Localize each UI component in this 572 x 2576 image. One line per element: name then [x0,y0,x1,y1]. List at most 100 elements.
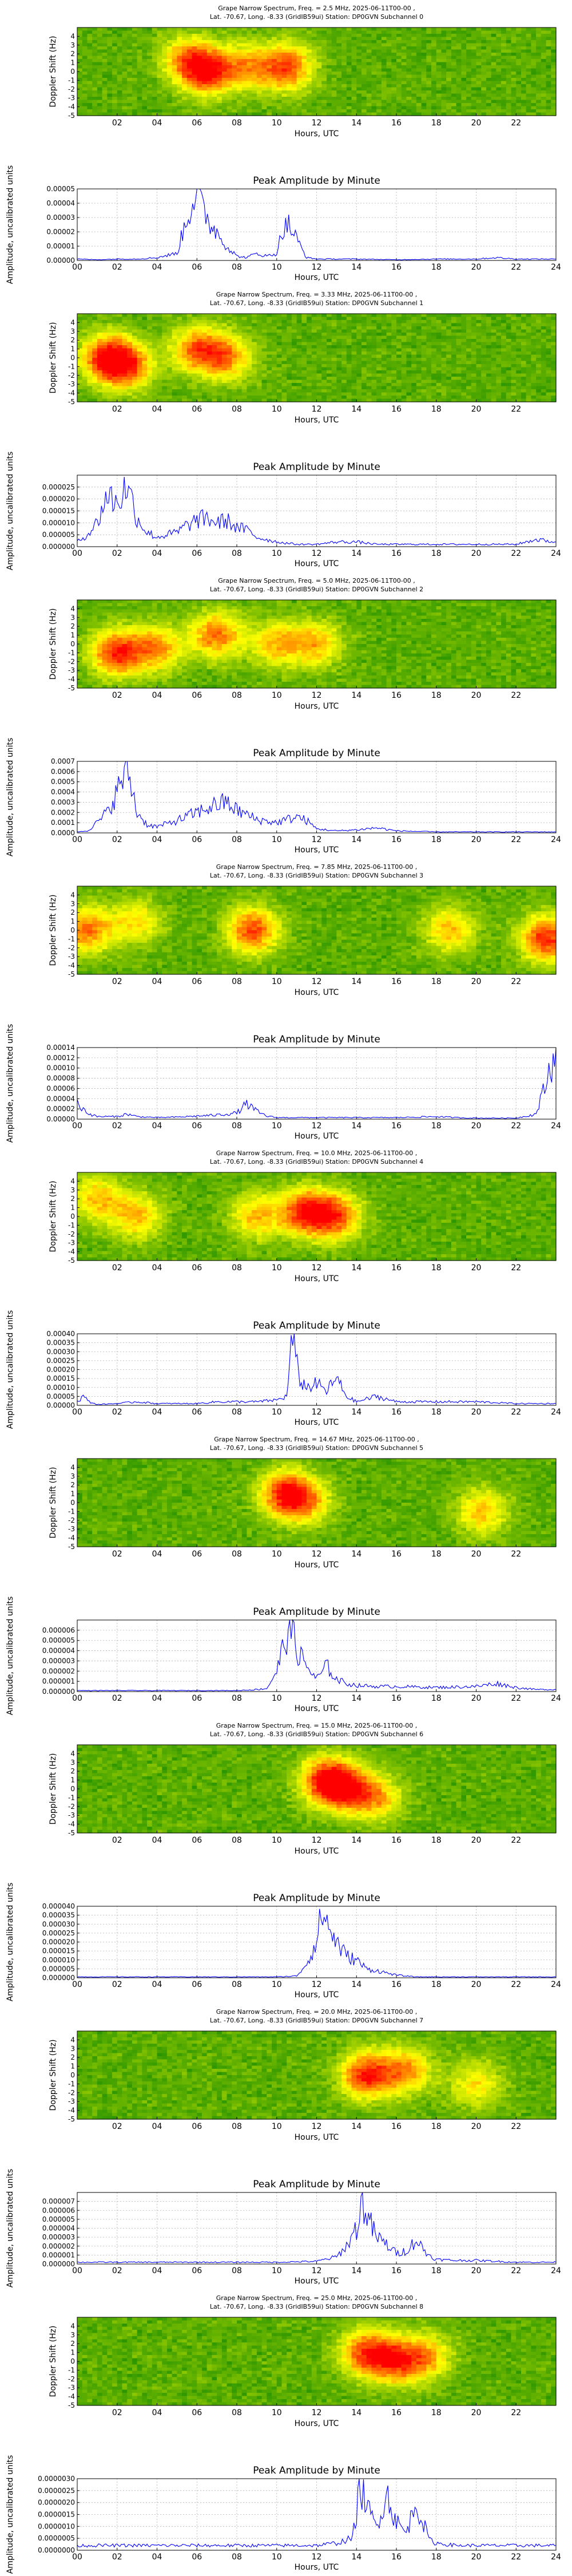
spectrogram-cell [242,40,247,44]
spectrogram-cell [391,56,396,60]
spectrogram-cell [252,56,257,60]
spectrogram-cell [207,361,212,365]
spectrogram-cell [182,103,187,106]
spectrogram-cell [142,351,147,355]
spectrogram-cell [87,336,92,339]
spectrogram-cell [252,69,257,72]
spectrogram-cell [541,106,546,110]
spectrogram-cell [97,72,102,75]
spectrogram-cell [356,27,362,31]
spectrogram-cell [312,59,317,62]
spectrogram-cell [102,27,108,31]
spectrogram-cell [486,106,491,110]
spectrogram-cell [172,97,177,100]
spectrogram-cell [526,27,531,31]
spectrogram-cell [411,40,416,44]
spectrogram-cell [252,50,257,53]
spectrogram-cell [87,97,92,100]
spectrogram-cell [127,323,132,327]
spectrogram-cell [197,314,202,317]
spectrogram-cell [162,342,167,346]
spectrogram-cell [137,78,142,81]
spectrogram-cell [82,349,88,352]
spectrogram-cell [257,59,262,62]
spectrogram-cell [371,103,376,106]
spectrogram-cell [461,75,466,78]
spectrogram-cell [152,75,157,78]
spectrogram-cell [182,72,187,75]
spectrogram-cell [147,34,152,37]
spectrogram-cell [182,59,187,62]
spectrogram-cell [301,37,307,41]
spectrogram-cell [237,349,242,352]
spectrogram-cell [217,97,222,100]
spectrogram-cell [122,56,127,60]
spectrogram-cell [212,377,217,380]
spectrogram-cell [486,46,491,50]
spectrogram-cell [147,81,152,85]
spectrogram-cell [496,84,501,88]
spectrogram-cell [262,59,267,62]
spectrogram-cell [511,78,517,81]
spectrogram-cell [232,59,237,62]
spectrogram-cell [197,37,202,41]
spectrogram-cell [287,370,292,374]
spectrogram-cell [411,84,416,88]
spectrogram-cell [177,88,182,91]
spectrogram-cell [506,53,511,56]
spectrogram-cell [387,78,392,81]
spectrogram-cell [167,81,172,85]
spectrogram-cell [491,84,496,88]
spectrogram-cell [367,65,372,69]
spectrogram-cell [247,336,252,339]
spectrogram-cell [222,62,227,66]
spectrogram-cell [147,84,152,88]
spectrogram-cell [536,40,541,44]
spectrogram-cell [207,46,212,50]
spectrogram-cell [272,62,277,66]
spectrogram-cell [262,339,267,342]
spectrogram-cell [162,106,167,110]
spectrogram-cell [107,396,112,399]
spectrogram-cell [411,81,416,85]
spectrogram-cell [117,62,122,66]
spectrogram-cell [496,34,501,37]
spectrogram-cell [262,56,267,60]
spectrogram-cell [237,78,242,81]
spectrogram-cell [87,339,92,342]
spectrogram-cell [466,37,471,41]
spectrogram-cell [287,97,292,100]
spectrogram-cell [192,31,197,34]
spectrogram-cell [287,53,292,56]
spectrogram-cell [272,84,277,88]
spectrogram-cell [187,396,192,399]
spectrogram-cell [247,53,252,56]
spectrogram-cell [277,361,282,365]
spectrogram-cell [142,380,147,384]
spectrogram-cell [217,90,222,94]
spectrogram-cell [177,380,182,384]
spectrogram-cell [262,62,267,66]
spectrogram-cell [147,56,152,60]
spectrogram-cell [247,342,252,346]
spectrogram-cell [177,90,182,94]
spectrogram-cell [177,27,182,31]
spectrogram-cell [267,377,272,380]
spectrogram-cell [107,383,112,386]
spectrogram-cell [541,69,546,72]
spectrogram-cell [102,323,108,327]
spectrogram-cell [531,40,536,44]
spectrogram-cell [227,109,232,113]
spectrogram-cell [317,78,322,81]
spectrogram-cell [122,326,127,330]
spectrogram-cell [217,56,222,60]
spectrogram-cell [132,72,137,75]
spectrogram-cell [402,31,407,34]
spectrogram-cell [237,44,242,47]
spectrogram-cell [92,50,97,53]
spectrogram-cell [167,349,172,352]
spectrogram-cell [172,109,177,113]
spectrogram-cell [157,34,162,37]
spectrogram-cell [87,34,92,37]
spectrogram-cell [232,100,237,104]
